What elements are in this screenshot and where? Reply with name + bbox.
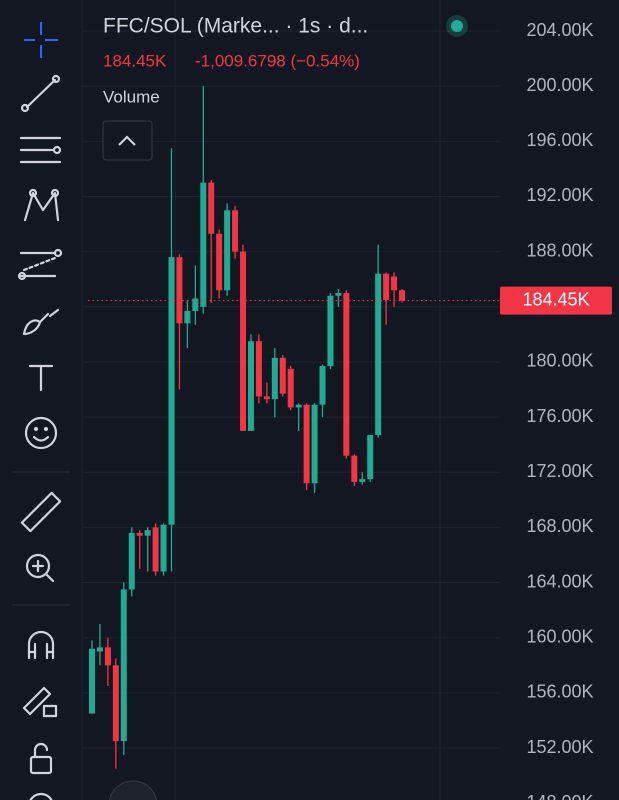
ruler-tool[interactable] xyxy=(20,491,62,533)
candle-body xyxy=(216,233,223,291)
y-tick-label: 200.00K xyxy=(526,75,593,95)
candle-body xyxy=(136,532,143,536)
y-tick-label: 160.00K xyxy=(526,626,593,646)
crosshair-tool[interactable] xyxy=(24,22,58,58)
last-price-box xyxy=(500,286,612,315)
candle-body xyxy=(176,257,183,324)
scroll-button[interactable] xyxy=(109,780,157,800)
candle-body xyxy=(327,295,334,367)
candle-body xyxy=(255,341,262,397)
last-price: 184.45K xyxy=(103,51,167,70)
candle-body xyxy=(152,527,159,572)
settings-tool[interactable] xyxy=(29,792,53,800)
candle-body xyxy=(232,210,239,252)
zoom-tool[interactable] xyxy=(25,553,55,583)
symbol-title[interactable]: FFC/SOL (Marke... · 1s · d... xyxy=(103,15,368,38)
candle-body xyxy=(168,257,175,525)
chevron-icon xyxy=(118,135,136,146)
candle-body xyxy=(319,366,326,405)
candle-body xyxy=(311,404,318,484)
candle-body xyxy=(391,276,398,291)
emoji-tool[interactable] xyxy=(24,416,58,450)
candles xyxy=(89,86,405,769)
prediction-tool[interactable] xyxy=(17,248,63,281)
candle-body xyxy=(343,293,350,456)
y-tick-label: 188.00K xyxy=(526,240,593,260)
candle-body xyxy=(279,357,286,394)
toolbar xyxy=(12,22,157,800)
candle-body xyxy=(359,479,366,482)
last-price-label: 184.45K xyxy=(522,289,589,309)
magnet-tool[interactable] xyxy=(27,630,55,660)
candle-body xyxy=(224,210,231,291)
price-axis: 204.00K200.00K196.00K192.00K188.00K184.0… xyxy=(88,20,612,800)
candle-body xyxy=(383,273,390,300)
candle-body xyxy=(128,532,135,590)
y-tick-label: 156.00K xyxy=(526,682,593,702)
collapse-button[interactable] xyxy=(102,120,153,161)
y-tick-label: 164.00K xyxy=(526,571,593,591)
y-tick-label: 180.00K xyxy=(526,351,593,371)
study-name: Volume xyxy=(103,87,160,106)
lock-drawing-tool[interactable] xyxy=(22,686,58,718)
candle-body xyxy=(104,647,111,666)
candle-body xyxy=(303,404,310,484)
candle-body xyxy=(120,589,127,742)
market-status xyxy=(451,20,463,32)
candle-body xyxy=(112,665,119,742)
candle-body xyxy=(96,647,103,652)
candle-body xyxy=(375,273,382,436)
fib-tool[interactable] xyxy=(19,136,62,164)
price-change: -1,009.6798 (−0.54%) xyxy=(195,51,360,70)
candle-body xyxy=(335,293,342,296)
candle-body xyxy=(295,404,302,408)
candle-body xyxy=(367,435,374,480)
candle-body xyxy=(200,182,207,307)
candle-body xyxy=(271,357,278,400)
candle-body xyxy=(263,396,270,400)
candle-body xyxy=(351,455,358,482)
candle-body xyxy=(184,310,191,324)
y-tick-label: 192.00K xyxy=(526,185,593,205)
candle-body xyxy=(208,182,215,234)
text-tool[interactable] xyxy=(28,364,54,392)
candle-body xyxy=(160,524,167,572)
candle-body xyxy=(399,290,405,301)
candle-body xyxy=(287,368,294,408)
trend-line-tool[interactable] xyxy=(20,74,61,113)
y-tick-label: 204.00K xyxy=(526,20,593,40)
y-tick-label: 196.00K xyxy=(526,130,593,150)
unlock-tool[interactable] xyxy=(29,742,53,775)
candle-body xyxy=(240,251,247,431)
y-tick-label: 152.00K xyxy=(526,737,593,757)
candle-body xyxy=(89,648,95,714)
candle-body xyxy=(144,530,151,536)
y-tick-label: 168.00K xyxy=(526,516,593,536)
candle-body xyxy=(247,341,254,431)
brush-tool[interactable] xyxy=(22,308,60,336)
y-tick-label: 172.00K xyxy=(526,461,593,481)
pattern-tool[interactable] xyxy=(23,188,60,222)
y-tick-label: 148.00K xyxy=(526,792,593,800)
candle-body xyxy=(192,298,199,311)
y-tick-label: 176.00K xyxy=(526,406,593,426)
